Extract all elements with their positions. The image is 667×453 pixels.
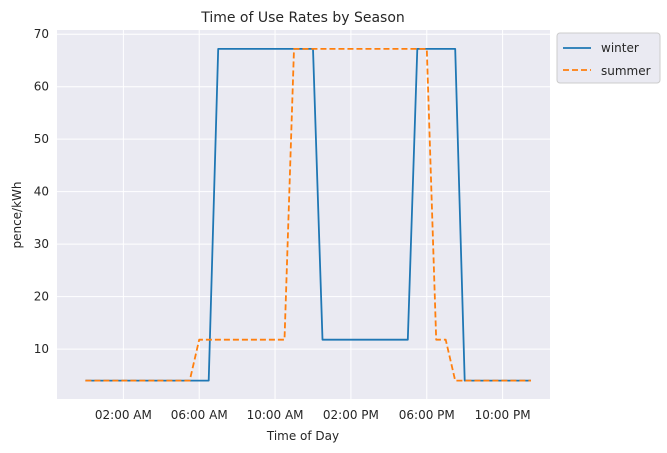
x-axis-title: Time of Day: [266, 429, 339, 443]
legend: winter summer: [556, 32, 661, 84]
series-lines: [85, 48, 531, 382]
x-tick-label: 10:00 PM: [475, 408, 531, 422]
grid-lines: [57, 30, 550, 399]
y-tick-label: 40: [34, 185, 49, 199]
series-line-summer: [85, 48, 531, 382]
y-tick-label: 20: [34, 290, 49, 304]
plot-background: [57, 30, 550, 399]
y-tick-label: 70: [34, 27, 49, 41]
legend-label-winter: winter: [601, 41, 639, 55]
tick-labels: 10 20 30 40 50 60 70 02:00 AM 06:00 AM 10:00 AM 02…: [34, 27, 531, 422]
x-tick-label: 10:00 AM: [247, 408, 304, 422]
y-tick-label: 10: [34, 342, 49, 356]
y-tick-label: 50: [34, 132, 49, 146]
y-tick-label: 60: [34, 80, 49, 94]
x-tick-label: 02:00 PM: [323, 408, 379, 422]
y-tick-label: 30: [34, 237, 49, 251]
x-tick-label: 06:00 AM: [171, 408, 228, 422]
chart-title: Time of Use Rates by Season: [200, 10, 405, 26]
legend-label-summer: summer: [601, 64, 651, 78]
y-axis-title: pence/kWh: [10, 181, 24, 248]
x-tick-label: 02:00 AM: [95, 408, 152, 422]
x-tick-label: 06:00 PM: [399, 408, 455, 422]
